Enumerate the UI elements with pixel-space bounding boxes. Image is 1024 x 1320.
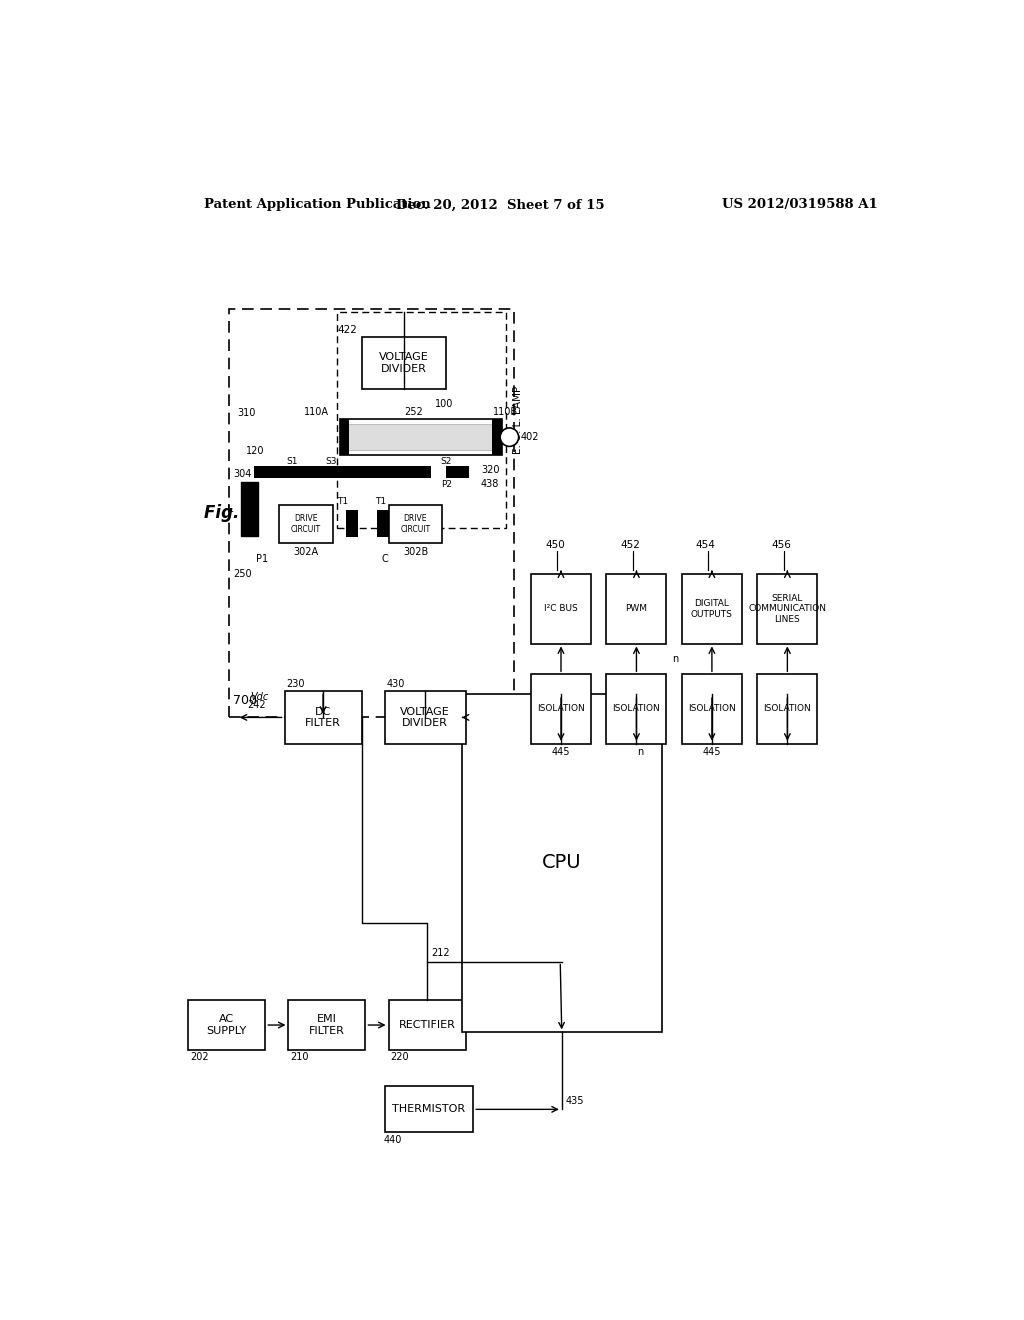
Text: 252: 252 bbox=[403, 407, 423, 417]
Text: P2: P2 bbox=[440, 479, 452, 488]
Text: 304: 304 bbox=[233, 469, 251, 479]
Text: 100: 100 bbox=[435, 399, 454, 409]
Text: Fig. 7: Fig. 7 bbox=[204, 504, 256, 521]
Text: 320: 320 bbox=[481, 465, 500, 475]
Text: 120: 120 bbox=[246, 446, 264, 455]
Bar bbox=[606, 574, 667, 644]
Text: 202: 202 bbox=[189, 1052, 209, 1063]
Text: S2: S2 bbox=[440, 457, 452, 466]
Bar bbox=[462, 693, 662, 1032]
Text: PWM: PWM bbox=[626, 605, 647, 614]
Text: ISOLATION: ISOLATION bbox=[612, 705, 660, 713]
Text: ISOLATION: ISOLATION bbox=[538, 705, 585, 713]
Text: 210: 210 bbox=[290, 1052, 308, 1063]
Text: T1: T1 bbox=[375, 496, 386, 506]
Text: 310: 310 bbox=[237, 408, 255, 417]
Bar bbox=[682, 574, 742, 644]
Bar bbox=[606, 675, 667, 743]
Text: 422: 422 bbox=[338, 325, 357, 335]
Bar bbox=[285, 692, 361, 743]
Text: S1: S1 bbox=[287, 457, 298, 466]
Text: Dec. 20, 2012  Sheet 7 of 15: Dec. 20, 2012 Sheet 7 of 15 bbox=[396, 198, 604, 211]
Bar bbox=[446, 466, 469, 478]
Text: VOLTAGE
DIVIDER: VOLTAGE DIVIDER bbox=[400, 706, 450, 729]
Bar bbox=[241, 482, 258, 536]
Bar bbox=[388, 1001, 466, 1051]
Text: 700: 700 bbox=[233, 694, 257, 708]
Bar bbox=[531, 675, 591, 743]
Text: SERIAL
COMMUNICATION
LINES: SERIAL COMMUNICATION LINES bbox=[749, 594, 826, 624]
Bar bbox=[493, 420, 502, 455]
Text: DRIVE
CIRCUIT: DRIVE CIRCUIT bbox=[400, 515, 430, 533]
Text: 452: 452 bbox=[621, 540, 640, 550]
Bar bbox=[337, 313, 506, 528]
Bar bbox=[758, 675, 817, 743]
Text: C: C bbox=[381, 554, 388, 564]
Text: VOLTAGE
DIVIDER: VOLTAGE DIVIDER bbox=[379, 352, 429, 374]
Text: 402: 402 bbox=[521, 432, 540, 442]
Bar bbox=[758, 574, 817, 644]
Text: 250: 250 bbox=[233, 569, 252, 579]
Text: I²C BUS: I²C BUS bbox=[544, 605, 578, 614]
Text: S3: S3 bbox=[325, 457, 337, 466]
Text: 435: 435 bbox=[565, 1096, 584, 1106]
Text: ISOLATION: ISOLATION bbox=[688, 705, 736, 713]
Text: Vdc: Vdc bbox=[250, 693, 268, 702]
Text: DRIVE
CIRCUIT: DRIVE CIRCUIT bbox=[291, 515, 322, 533]
Bar bbox=[340, 420, 349, 455]
Text: 440: 440 bbox=[383, 1135, 401, 1144]
Text: EMI
FILTER: EMI FILTER bbox=[309, 1014, 345, 1036]
Text: L: L bbox=[226, 504, 233, 513]
Text: n: n bbox=[673, 653, 679, 664]
Bar bbox=[388, 506, 442, 544]
Text: 454: 454 bbox=[696, 540, 716, 550]
Text: CPU: CPU bbox=[542, 854, 582, 873]
Bar bbox=[254, 466, 431, 478]
Bar bbox=[188, 1001, 265, 1051]
Bar bbox=[280, 506, 333, 544]
Text: 302A: 302A bbox=[294, 548, 318, 557]
Text: US 2012/0319588 A1: US 2012/0319588 A1 bbox=[722, 198, 878, 211]
Text: 438: 438 bbox=[481, 479, 500, 490]
Text: Patent Application Publication: Patent Application Publication bbox=[204, 198, 430, 211]
Text: 450: 450 bbox=[545, 540, 564, 550]
Bar bbox=[289, 1001, 366, 1051]
Text: P1: P1 bbox=[256, 554, 268, 564]
Text: THERMISTOR: THERMISTOR bbox=[392, 1105, 466, 1114]
Text: DC
FILTER: DC FILTER bbox=[305, 706, 341, 729]
Text: RECTIFIER: RECTIFIER bbox=[398, 1020, 456, 1030]
Circle shape bbox=[500, 428, 518, 446]
Bar bbox=[385, 692, 466, 743]
Bar bbox=[531, 574, 591, 644]
Text: 230: 230 bbox=[286, 678, 304, 689]
Text: 302B: 302B bbox=[402, 548, 428, 557]
Text: E. O. L. LAMP: E. O. L. LAMP bbox=[513, 385, 523, 454]
Text: 110A: 110A bbox=[304, 407, 330, 417]
Bar bbox=[346, 511, 357, 537]
Bar bbox=[340, 420, 502, 455]
Text: 212: 212 bbox=[431, 948, 450, 958]
Text: n: n bbox=[637, 747, 643, 758]
Text: ISOLATION: ISOLATION bbox=[764, 705, 811, 713]
Text: 445: 445 bbox=[552, 747, 570, 758]
Text: T1: T1 bbox=[337, 496, 348, 506]
Text: 242: 242 bbox=[248, 700, 266, 710]
Bar bbox=[377, 511, 388, 537]
Text: DIGITAL
OUTPUTS: DIGITAL OUTPUTS bbox=[691, 599, 733, 619]
Text: AC
SUPPLY: AC SUPPLY bbox=[207, 1014, 247, 1036]
Text: 430: 430 bbox=[386, 678, 404, 689]
Text: 110B: 110B bbox=[493, 407, 518, 417]
Bar bbox=[385, 1086, 473, 1133]
Bar bbox=[346, 424, 496, 450]
Bar bbox=[229, 309, 514, 717]
Bar bbox=[361, 337, 446, 389]
Bar bbox=[682, 675, 742, 743]
Text: 445: 445 bbox=[702, 747, 721, 758]
Text: 456: 456 bbox=[771, 540, 792, 550]
Text: 220: 220 bbox=[390, 1052, 409, 1063]
